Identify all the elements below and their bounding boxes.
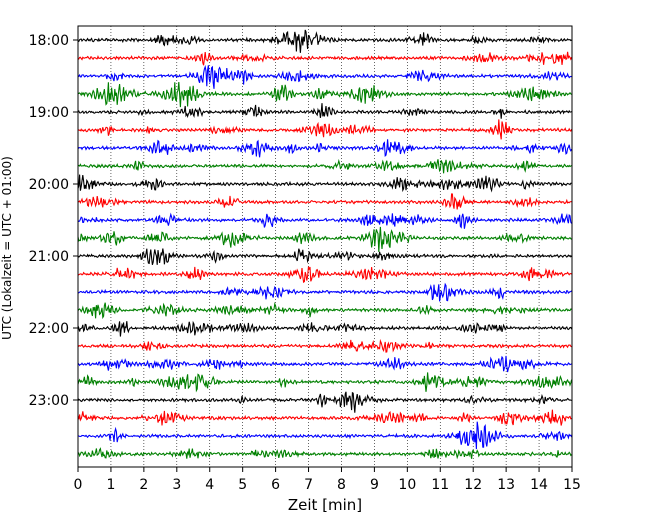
y-tick-label: 21:00 [29, 249, 69, 265]
trace-line [77, 248, 573, 265]
y-tick-label: 20:00 [29, 177, 69, 193]
trace-line [77, 174, 572, 193]
y-axis-label: UTC (Lokalzeit = UTC + 01:00) [0, 156, 14, 340]
trace-line [77, 282, 572, 302]
trace-line [77, 421, 573, 450]
x-tick-label: 4 [205, 477, 214, 493]
x-tick-label: 13 [497, 477, 515, 493]
x-tick-label: 14 [530, 477, 548, 493]
trace-line [77, 409, 572, 426]
trace-line [77, 372, 573, 393]
trace-line [77, 338, 572, 353]
x-axis-ticks: 0 1 2 3 4 5 6 7 8 9 10 11 12 13 14 15 [74, 467, 581, 493]
trace-line [77, 82, 572, 108]
trace-line [77, 193, 572, 210]
y-tick-label: 22:00 [29, 321, 69, 337]
trace-line [77, 391, 572, 413]
x-tick-label: 0 [74, 477, 83, 493]
trace-line [77, 301, 572, 320]
x-axis-label: Zeit [min] [288, 496, 362, 514]
trace-line [77, 64, 572, 89]
x-tick-label: 1 [106, 477, 115, 493]
trace-line [77, 119, 573, 140]
x-tick-label: 8 [337, 477, 346, 493]
trace-line [77, 447, 573, 460]
trace-line [77, 320, 573, 337]
x-tick-label: 10 [398, 477, 416, 493]
x-tick-label: 12 [464, 477, 482, 493]
trace-line [77, 158, 572, 174]
y-tick-label: 23:00 [29, 393, 69, 409]
x-tick-label: 3 [172, 477, 181, 493]
x-tick-label: 5 [238, 477, 247, 493]
trace-line [77, 51, 573, 66]
x-tick-label: 2 [139, 477, 148, 493]
trace-line [77, 355, 572, 373]
y-tick-label: 19:00 [29, 105, 69, 121]
x-tick-label: 6 [271, 477, 280, 493]
x-tick-label: 7 [304, 477, 313, 493]
seismogram-traces [77, 29, 573, 460]
trace-line [77, 139, 573, 158]
trace-line [77, 212, 573, 229]
trace-line [77, 226, 572, 252]
x-tick-label: 15 [563, 477, 581, 493]
trace-line [77, 265, 572, 284]
x-tick-label: 9 [370, 477, 379, 493]
x-tick-label: 11 [431, 477, 449, 493]
trace-line [77, 29, 572, 53]
y-axis-ticks: 18:00 19:00 20:00 21:00 22:00 23:00 [29, 33, 78, 409]
y-tick-label: 18:00 [29, 33, 69, 49]
plot-frame [77, 25, 573, 468]
trace-line [77, 103, 572, 119]
